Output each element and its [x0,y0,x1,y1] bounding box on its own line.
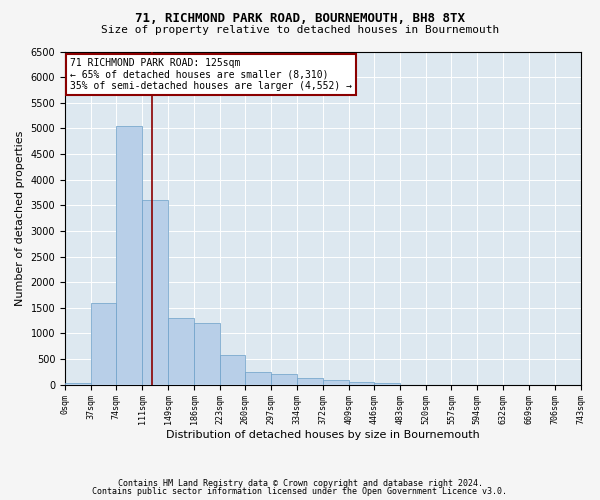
Text: Contains HM Land Registry data © Crown copyright and database right 2024.: Contains HM Land Registry data © Crown c… [118,478,482,488]
Bar [374,383,400,384]
Text: Contains public sector information licensed under the Open Government Licence v3: Contains public sector information licen… [92,487,508,496]
Text: 71, RICHMOND PARK ROAD, BOURNEMOUTH, BH8 8TX: 71, RICHMOND PARK ROAD, BOURNEMOUTH, BH8… [135,12,465,26]
Bar [323,380,349,384]
Y-axis label: Number of detached properties: Number of detached properties [15,130,25,306]
Bar [116,126,142,384]
X-axis label: Distribution of detached houses by size in Bournemouth: Distribution of detached houses by size … [166,430,479,440]
Bar [142,200,169,384]
Bar [65,383,91,384]
Text: 71 RICHMOND PARK ROAD: 125sqm
← 65% of detached houses are smaller (8,310)
35% o: 71 RICHMOND PARK ROAD: 125sqm ← 65% of d… [70,58,352,92]
Text: Size of property relative to detached houses in Bournemouth: Size of property relative to detached ho… [101,25,499,35]
Bar [169,318,194,384]
Bar [91,302,116,384]
Bar [220,355,245,384]
Bar [194,323,220,384]
Bar [271,374,297,384]
Bar [297,378,323,384]
Bar [245,372,271,384]
Bar [349,382,374,384]
